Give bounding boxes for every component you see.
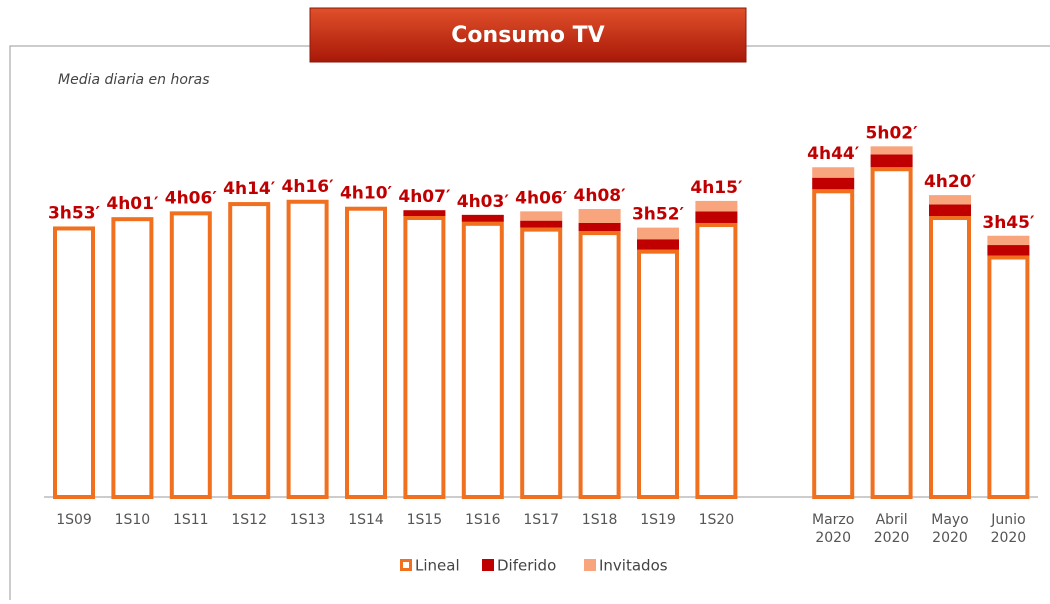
subtitle: Media diaria en horas — [58, 72, 210, 88]
total-label: 4h16′ — [282, 177, 335, 197]
total-label: 4h14′ — [223, 179, 276, 199]
total-label: 4h20′ — [924, 172, 977, 192]
legend-swatch — [584, 559, 596, 571]
chart-title: Consumo TV — [451, 23, 604, 48]
x-tick-label: 1S12 — [231, 512, 267, 528]
x-tick-label: 1S15 — [406, 512, 443, 528]
bar-segment — [461, 214, 504, 222]
bar-segment — [812, 177, 855, 190]
bar-lineal — [870, 167, 913, 499]
total-label: 4h06′ — [515, 188, 568, 208]
bar-lineal — [345, 206, 387, 499]
legend-label: Diferido — [497, 557, 556, 575]
bar-lineal — [520, 227, 563, 499]
legend-label: Invitados — [599, 557, 668, 575]
total-label: 3h52′ — [632, 205, 685, 225]
x-tick-label: 1S18 — [581, 512, 618, 528]
x-tick-label: Abril 2020 — [873, 512, 910, 546]
bar-segment — [578, 209, 621, 223]
title-box — [309, 7, 747, 63]
x-tick-label: Mayo 2020 — [931, 512, 969, 546]
total-label: 4h08′ — [574, 186, 627, 206]
x-tick-label: 1S09 — [56, 512, 92, 528]
x-tick-label: 1S11 — [172, 512, 209, 528]
bar-segment — [520, 211, 563, 221]
legend-label: Lineal — [415, 557, 460, 575]
bar-segment — [403, 210, 446, 217]
bar-segment — [987, 235, 1030, 246]
total-label: 4h06′ — [165, 188, 218, 208]
total-label: 4h15′ — [690, 178, 743, 198]
x-tick-label: 1S17 — [523, 512, 559, 528]
x-tick-label: 1S10 — [114, 512, 151, 528]
x-tick-label: 1S16 — [464, 512, 501, 528]
x-tick-label: 1S19 — [640, 512, 676, 528]
x-tick-label: 1S13 — [289, 512, 326, 528]
bar-lineal — [403, 216, 446, 499]
bar-segment — [637, 227, 679, 240]
legend-swatch — [482, 559, 494, 571]
bar-segment — [695, 200, 738, 212]
legend-swatch — [400, 559, 412, 571]
x-tick-label: 1S20 — [698, 512, 735, 528]
total-label: 4h03′ — [457, 192, 510, 212]
bar-segment — [929, 204, 971, 217]
bar-segment — [870, 146, 913, 155]
bar-lineal — [111, 217, 154, 500]
frame — [9, 45, 1050, 600]
total-label: 4h10′ — [340, 184, 393, 204]
bar-segment — [870, 154, 913, 168]
bar-segment — [812, 167, 855, 178]
bar-lineal — [286, 199, 329, 499]
bar-lineal — [461, 221, 504, 499]
bar-lineal — [578, 231, 621, 499]
total-label: 3h53′ — [48, 203, 101, 223]
bar-segment — [637, 239, 679, 250]
bar-segment — [929, 195, 971, 205]
bar-segment — [987, 245, 1030, 256]
bar-lineal — [929, 216, 971, 499]
bar-lineal — [637, 249, 679, 499]
bar-lineal — [987, 255, 1030, 499]
bar-lineal — [53, 226, 95, 499]
bar-lineal — [812, 189, 855, 500]
bar-segment — [578, 222, 621, 232]
x-tick-label: Junio 2020 — [990, 512, 1027, 546]
bar-lineal — [169, 211, 212, 499]
bar-lineal — [695, 222, 738, 499]
total-label: 4h07′ — [398, 187, 451, 207]
bar-segment — [520, 220, 563, 228]
x-tick-label: 1S14 — [348, 512, 384, 528]
bar-lineal — [228, 202, 271, 499]
total-label: 4h44′ — [807, 144, 860, 164]
total-label: 5h02′ — [866, 123, 919, 143]
total-label: 4h01′ — [106, 194, 159, 214]
x-tick-label: Marzo 2020 — [812, 512, 855, 546]
total-label: 3h45′ — [982, 213, 1035, 233]
bar-segment — [695, 211, 738, 223]
